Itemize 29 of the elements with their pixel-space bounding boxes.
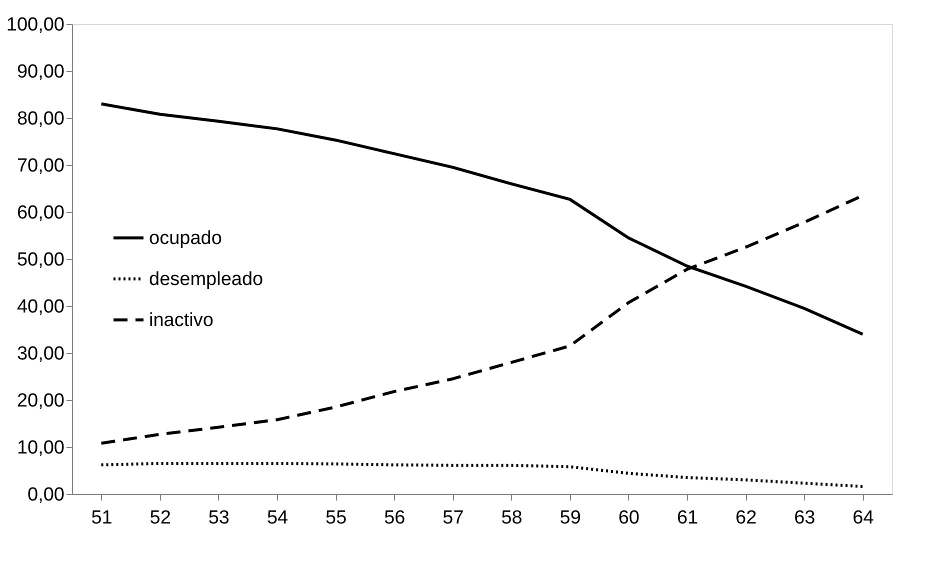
y-tick-label: 100,00 — [6, 14, 64, 36]
y-tick-label: 30,00 — [16, 344, 64, 364]
x-tick-label: 61 — [676, 508, 698, 528]
x-tick-label: 51 — [91, 508, 112, 528]
x-tick-label: 53 — [208, 508, 230, 528]
y-tick-label: 70,00 — [16, 156, 64, 176]
x-tick-label: 60 — [618, 508, 640, 528]
x-tick-label: 59 — [560, 508, 581, 528]
legend-label: ocupado — [149, 228, 222, 249]
x-tick-label: 54 — [266, 508, 288, 528]
x-tick-label: 55 — [326, 508, 347, 528]
legend-label: inactivo — [149, 310, 214, 331]
y-tick-label: 0,00 — [28, 484, 64, 506]
x-tick-label: 62 — [736, 508, 757, 528]
x-tick-label: 56 — [384, 508, 406, 528]
x-tick-label: 52 — [150, 508, 171, 528]
y-tick-label: 60,00 — [16, 202, 64, 224]
x-tick-label: 64 — [852, 508, 874, 528]
y-tick-label: 10,00 — [16, 438, 64, 458]
y-tick-label: 80,00 — [16, 108, 64, 130]
x-tick-label: 63 — [794, 508, 816, 528]
y-tick-label: 90,00 — [16, 62, 64, 82]
y-tick-label: 20,00 — [16, 390, 64, 412]
x-tick-label: 58 — [501, 508, 522, 528]
y-tick-label: 40,00 — [16, 296, 64, 318]
y-tick-label: 50,00 — [16, 250, 64, 270]
line-series — [100, 462, 864, 488]
legend-label: desempleado — [149, 268, 264, 290]
x-tick-label: 57 — [442, 508, 464, 528]
